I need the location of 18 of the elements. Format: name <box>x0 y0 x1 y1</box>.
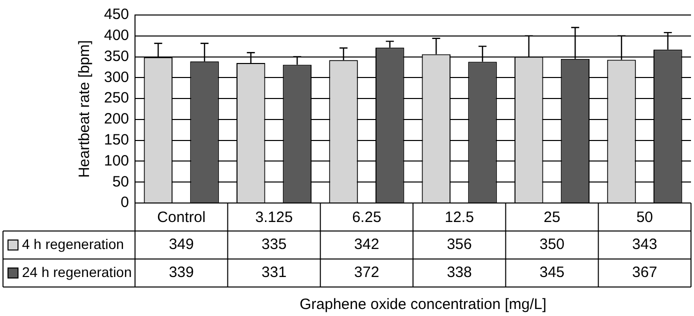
x-tick-label: 12.5 <box>444 209 474 226</box>
y-tick-label: 50 <box>112 173 130 190</box>
y-tick-label: 400 <box>104 27 130 44</box>
y-tick-label: 350 <box>104 48 130 65</box>
y-tick-label: 100 <box>104 152 130 170</box>
y-axis-title: Heartbeat rate [bpm] <box>76 40 94 178</box>
x-tick-label: 3.125 <box>255 209 293 226</box>
y-tick-label: 450 <box>104 6 130 24</box>
y-tick-label: 0 <box>120 194 130 212</box>
y-tick-label: 300 <box>104 68 130 86</box>
x-tick-label: 6.25 <box>352 209 382 226</box>
x-axis-title: Graphene oxide concentration [mg/L] <box>300 296 546 314</box>
x-tick-label: 50 <box>636 209 654 226</box>
y-tick-label: 150 <box>104 131 130 148</box>
x-tick-label: 25 <box>544 209 560 226</box>
x-tick-label: Control <box>157 209 206 226</box>
y-tick-label: 200 <box>104 110 130 128</box>
y-tick-label: 250 <box>104 90 130 107</box>
